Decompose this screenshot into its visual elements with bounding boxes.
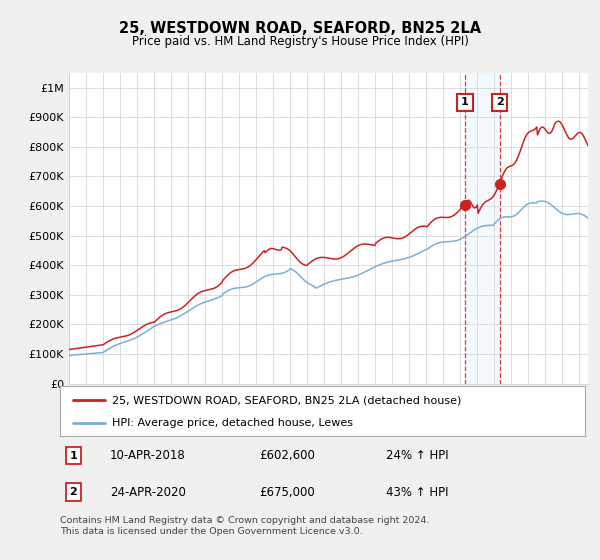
Text: 24% ↑ HPI: 24% ↑ HPI (386, 449, 448, 462)
Text: £675,000: £675,000 (260, 486, 315, 498)
Text: 1: 1 (461, 97, 469, 108)
Text: 10-APR-2018: 10-APR-2018 (110, 449, 185, 462)
Text: Contains HM Land Registry data © Crown copyright and database right 2024.
This d: Contains HM Land Registry data © Crown c… (60, 516, 430, 536)
Text: £602,600: £602,600 (260, 449, 316, 462)
Text: 1: 1 (69, 451, 77, 461)
Text: 25, WESTDOWN ROAD, SEAFORD, BN25 2LA (detached house): 25, WESTDOWN ROAD, SEAFORD, BN25 2LA (de… (113, 395, 462, 405)
Text: 2: 2 (496, 97, 503, 108)
Text: Price paid vs. HM Land Registry's House Price Index (HPI): Price paid vs. HM Land Registry's House … (131, 35, 469, 48)
Text: 43% ↑ HPI: 43% ↑ HPI (386, 486, 448, 498)
Text: HPI: Average price, detached house, Lewes: HPI: Average price, detached house, Lewe… (113, 418, 353, 428)
Text: 25, WESTDOWN ROAD, SEAFORD, BN25 2LA: 25, WESTDOWN ROAD, SEAFORD, BN25 2LA (119, 21, 481, 36)
Text: 2: 2 (69, 487, 77, 497)
Text: 24-APR-2020: 24-APR-2020 (110, 486, 186, 498)
Bar (465, 73, 500, 384)
